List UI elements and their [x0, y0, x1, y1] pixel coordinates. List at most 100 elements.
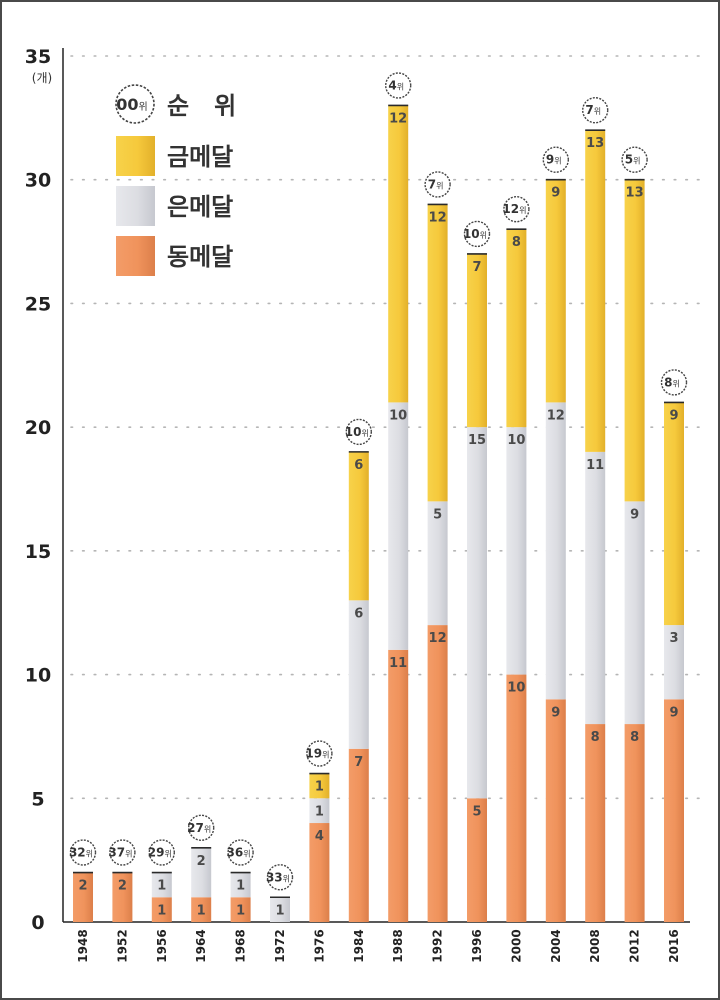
rank-badge-1992: 7위 [424, 171, 451, 198]
x-tick-label-2016: 2016 [667, 929, 681, 962]
data-label-silver-1988: 10 [389, 408, 407, 423]
x-tick-label-1976: 1976 [312, 929, 326, 962]
data-label-gold-2012: 13 [626, 186, 644, 201]
legend-rank-icon [115, 84, 155, 124]
bar-segment-gold-2008 [585, 130, 606, 452]
rank-value: 29위 [148, 846, 172, 860]
data-label-bronze-2012: 8 [630, 730, 639, 745]
rank-badge-1964: 27위 [187, 814, 215, 841]
x-tick-label-2004: 2004 [549, 929, 563, 962]
x-tick-label-1948: 1948 [76, 929, 90, 962]
rank-value: 7위 [428, 177, 444, 191]
data-label-bronze-1996: 5 [472, 804, 481, 819]
data-label-silver-1964: 2 [197, 854, 206, 869]
bar-segment-bronze-1968 [230, 897, 251, 922]
rank-badge-2000: 12위 [502, 195, 530, 223]
legend-item-gold: 금메달 [116, 136, 233, 176]
data-label-bronze-1956: 1 [157, 903, 166, 918]
bar-segment-silver-1996 [467, 427, 487, 799]
rank-value: 27위 [187, 821, 211, 835]
x-tick-label-1968: 1968 [234, 929, 248, 962]
legend-rank-label: 순 위 [167, 92, 236, 120]
data-label-bronze-2004: 9 [551, 705, 560, 720]
rank-badge-circle [542, 146, 569, 173]
bar-segment-bronze-2008 [585, 724, 606, 922]
y-tick-label: 20 [25, 417, 51, 439]
rank-value: 33위 [266, 870, 290, 884]
rank-badge-1948: 32위 [69, 839, 97, 866]
bar-segment-silver-1984 [348, 600, 369, 749]
bar-segment-gold-1996 [467, 253, 487, 428]
legend-item-bronze: 동메달 [116, 236, 233, 276]
rank-badge-circle [266, 864, 294, 891]
data-label-bronze-2000: 10 [507, 681, 525, 696]
data-label-gold-1976: 1 [315, 780, 324, 795]
rank-badge-circle [306, 740, 333, 767]
x-tick-label-1964: 1964 [194, 929, 208, 962]
x-tick-label-1992: 1992 [431, 929, 445, 962]
rank-badge-1956: 29위 [148, 839, 176, 866]
rank-badge-2016: 8위 [660, 369, 688, 396]
data-label-silver-1956: 1 [157, 879, 166, 894]
bar-segment-bronze-1988 [388, 649, 409, 922]
data-label-silver-1984: 6 [354, 606, 363, 621]
data-label-silver-1976: 1 [315, 804, 324, 819]
legend-swatch-silver [116, 186, 155, 226]
bar-segment-bronze-1948 [73, 872, 93, 922]
data-label-bronze-1992: 12 [429, 631, 447, 646]
rank-value: 32위 [69, 846, 93, 860]
rank-badge-2012: 5위 [621, 146, 648, 173]
bar-segment-bronze-1956 [151, 897, 172, 922]
x-tick-label-1996: 1996 [470, 929, 484, 962]
data-label-silver-1972: 1 [275, 903, 284, 918]
bar-segment-silver-2016 [664, 625, 684, 700]
x-tick-label-2008: 2008 [588, 929, 602, 962]
rank-badge-circle [187, 814, 215, 841]
data-label-gold-2008: 13 [586, 136, 604, 151]
rank-badge-1976: 19위 [305, 740, 333, 767]
rank-badge-circle [385, 72, 412, 99]
bar-segment-silver-1968 [230, 872, 251, 898]
bar-segment-bronze-2016 [664, 699, 684, 922]
bar-segment-gold-1992 [427, 204, 448, 502]
rank-badge-1972: 33위 [266, 864, 294, 891]
bar-segment-bronze-1952 [112, 872, 133, 922]
data-label-bronze-1976: 4 [315, 829, 324, 844]
bar-segment-gold-1988 [388, 105, 409, 403]
x-tick-label-2012: 2012 [628, 929, 642, 962]
data-label-gold-2000: 8 [512, 235, 521, 250]
data-label-silver-1992: 5 [433, 507, 442, 522]
x-tick-label-1956: 1956 [155, 929, 169, 962]
data-label-silver-2016: 3 [669, 631, 678, 646]
rank-badge-circle [69, 839, 97, 866]
legend-swatch-gold [116, 136, 155, 176]
data-label-silver-2008: 11 [586, 458, 604, 473]
data-label-silver-2012: 9 [630, 507, 639, 522]
data-label-silver-2000: 10 [507, 433, 525, 448]
x-tick-label-2000: 2000 [509, 929, 523, 962]
x-tick-label-1988: 1988 [391, 929, 405, 962]
legend-label-silver: 은메달 [167, 193, 233, 221]
bar-segment-silver-1956 [151, 872, 172, 898]
rank-badge-circle [582, 97, 609, 124]
data-label-bronze-1964: 1 [197, 903, 206, 918]
data-label-gold-1996: 7 [472, 260, 481, 275]
legend-rank-icon-text: 00위 [116, 95, 147, 114]
x-tick-label-1972: 1972 [273, 929, 287, 962]
y-tick-label: 30 [25, 170, 51, 192]
data-label-bronze-1988: 11 [389, 656, 407, 671]
data-label-bronze-1948: 2 [78, 879, 87, 894]
bar-segment-bronze-2012 [624, 724, 645, 922]
legend-label-bronze: 동메달 [167, 243, 233, 271]
rank-value: 36위 [227, 846, 251, 860]
legend-rank-item: 00위 순 위 [115, 84, 236, 124]
rank-value: 19위 [305, 747, 329, 761]
y-axis-unit-label: (개) [32, 71, 52, 85]
y-tick-label: 5 [31, 788, 44, 810]
legend-item-silver: 은메달 [116, 186, 233, 226]
data-label-bronze-1952: 2 [118, 879, 127, 894]
data-label-bronze-1968: 1 [236, 903, 245, 918]
bar-segment-gold-1976 [309, 773, 330, 799]
